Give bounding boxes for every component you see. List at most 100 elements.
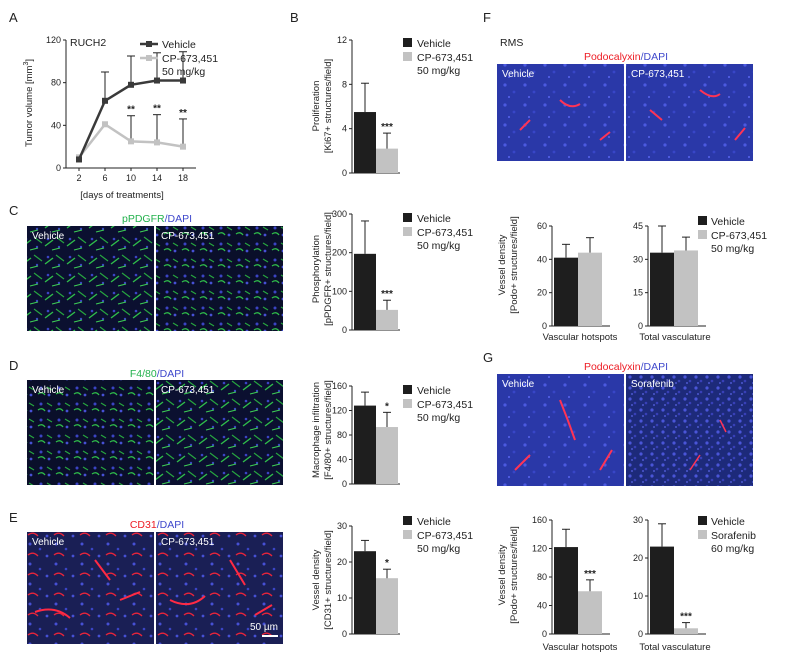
panel-f-image-treated-label: CP-673,451 xyxy=(631,69,685,80)
panel-g: Podocalyxin/DAPI Vehicle Sorafenib Vesse… xyxy=(497,361,756,653)
panel-b-bar-vehicle xyxy=(354,112,376,173)
panel-a-xtick: 6 xyxy=(102,173,107,183)
panel-c-significance: *** xyxy=(381,289,393,300)
panel-f-hotspots-bar-vehicle xyxy=(554,257,578,326)
panel-g-category-2: Total vasculature xyxy=(639,642,710,653)
panel-a-ytick: 80 xyxy=(51,78,61,88)
panel-f-category-1: Vascular hotspots xyxy=(543,332,618,343)
panel-c-legend-vehicle: Vehicle xyxy=(417,213,451,225)
panel-a-significance: ** xyxy=(153,104,161,115)
panel-a-point-vehicle xyxy=(102,97,108,104)
panel-c-ytick: 300 xyxy=(332,209,347,219)
panel-d-ylabel-2: [F4/80+ structures/field] xyxy=(323,380,334,480)
panel-g-stain: Podocalyxin/DAPI xyxy=(584,361,668,373)
panel-label-c: C xyxy=(9,203,18,218)
panel-a-ytick: 40 xyxy=(51,120,61,130)
panel-d-legend-vehicle: Vehicle xyxy=(417,385,451,397)
panel-f-ylabel-1: Vessel density xyxy=(497,234,508,295)
panel-a-legend-vehicle: Vehicle xyxy=(162,39,196,51)
panel-c-ytick: 200 xyxy=(332,248,347,258)
panel-f-image-treated xyxy=(626,64,753,161)
panel-e-image-treated-label: CP-673,451 xyxy=(161,537,215,548)
panel-b-ytick: 0 xyxy=(342,168,347,178)
panel-d-ytick: 80 xyxy=(337,430,347,440)
panel-a-point-vehicle xyxy=(154,77,160,84)
panel-a-legend: Vehicle CP-673,451 50 mg/kg xyxy=(140,39,218,78)
panel-g-total-bar-vehicle xyxy=(650,546,674,634)
panel-e-bar-vehicle xyxy=(354,551,376,634)
panel-f-image-vehicle xyxy=(497,64,624,161)
panel-e-bar-treated xyxy=(376,578,398,634)
panel-f-total-ytick: 0 xyxy=(638,321,643,331)
panel-f-legend-treated-dose: 50 mg/kg xyxy=(711,243,754,255)
panel-g-image-treated xyxy=(626,374,753,486)
panel-d-legend: Vehicle CP-673,451 50 mg/kg xyxy=(403,385,473,424)
panel-a-ytick: 120 xyxy=(46,35,61,45)
panel-label-d: D xyxy=(9,358,18,373)
panel-d-ylabel-1: Macrophage infiltration xyxy=(311,382,322,478)
panel-b-significance: *** xyxy=(381,122,393,133)
panel-label-b: B xyxy=(290,10,299,25)
panel-g-hotspots-significance: *** xyxy=(584,569,596,580)
panel-b-bar-treated xyxy=(376,148,398,173)
panel-b-legend-treated: CP-673,451 xyxy=(417,52,473,64)
panel-a-point-treated xyxy=(102,121,108,128)
panel-g-hotspots-ytick: 120 xyxy=(532,544,547,554)
panel-b-ytick: 4 xyxy=(342,124,347,134)
panel-a-point-treated xyxy=(128,138,134,145)
panel-f-legend: Vehicle CP-673,451 50 mg/kg xyxy=(698,216,767,255)
panel-g-ylabel-1: Vessel density xyxy=(497,544,508,605)
panel-f: RMS Podocalyxin/DAPI Vehicle CP-673,451 … xyxy=(497,37,767,343)
panel-d-ytick: 40 xyxy=(337,455,347,465)
panel-b-legend-treated-dose: 50 mg/kg xyxy=(417,65,460,77)
panel-d-ytick: 160 xyxy=(332,381,347,391)
panel-c-bar-treated xyxy=(376,309,398,330)
panel-g-total-bar-treated xyxy=(674,628,698,634)
panel-e-image-treated xyxy=(156,532,283,644)
panel-d-stain: F4/80/DAPI xyxy=(130,368,184,380)
panel-c-legend: Vehicle CP-673,451 50 mg/kg xyxy=(403,213,473,252)
panel-f-stain: Podocalyxin/DAPI xyxy=(584,51,668,63)
panel-f-hotspots-ytick: 20 xyxy=(537,288,547,298)
panel-f-legend-treated: CP-673,451 xyxy=(711,230,767,242)
panel-f-hotspots-ytick: 40 xyxy=(537,254,547,264)
panel-g-hotspots-ytick: 80 xyxy=(537,572,547,582)
panel-d-bar-vehicle xyxy=(354,405,376,484)
panel-f-total-bar-treated xyxy=(674,250,698,326)
panel-e-legend: Vehicle CP-673,451 50 mg/kg xyxy=(403,516,473,555)
panel-d-image-treated-label: CP-673,451 xyxy=(161,385,215,396)
panel-e-image-vehicle-label: Vehicle xyxy=(32,537,65,548)
panel-c-stain: pPDGFR/DAPI xyxy=(122,213,192,225)
panel-c-image-treated xyxy=(156,226,283,331)
panel-e-stain: CD31/DAPI xyxy=(130,519,184,531)
panel-g-total-ytick: 30 xyxy=(633,515,643,525)
panel-f-title: RMS xyxy=(500,37,523,49)
panel-label-a: A xyxy=(9,10,18,25)
panel-g-legend: Vehicle Sorafenib 60 mg/kg xyxy=(698,516,756,555)
panel-e-ytick: 10 xyxy=(337,593,347,603)
panel-g-legend-vehicle: Vehicle xyxy=(711,516,745,528)
panel-c-legend-treated: CP-673,451 xyxy=(417,227,473,239)
panel-a-ylabel: Tumor volume [mm3] xyxy=(23,59,35,147)
panel-d-legend-treated: CP-673,451 xyxy=(417,399,473,411)
panel-g-image-treated-label: Sorafenib xyxy=(631,379,674,390)
panel-e: CD31/DAPI Vehicle CP-673,451 50 µm Vesse… xyxy=(27,516,473,644)
panel-e-legend-vehicle: Vehicle xyxy=(417,516,451,528)
panel-a-ytick: 0 xyxy=(56,163,61,173)
panel-g-hotspots-bar-vehicle xyxy=(554,547,578,634)
panel-c-ytick: 100 xyxy=(332,286,347,296)
panel-g-total-significance: *** xyxy=(680,612,692,623)
panel-f-total-ytick: 30 xyxy=(633,254,643,264)
panel-f-hotspots-bar-treated xyxy=(578,252,602,326)
panel-e-scalebar-label: 50 µm xyxy=(250,622,278,633)
panel-e-ylabel-1: Vessel density xyxy=(311,549,322,610)
panel-d-image-treated xyxy=(156,380,283,485)
panel-g-hotspots-ytick: 40 xyxy=(537,601,547,611)
panel-e-legend-treated-dose: 50 mg/kg xyxy=(417,543,460,555)
panel-b-legend-vehicle: Vehicle xyxy=(417,38,451,50)
panel-g-legend-treated-dose: 60 mg/kg xyxy=(711,543,754,555)
panel-f-category-2: Total vasculature xyxy=(639,332,710,343)
panel-f-ylabel-2: [Podo+ structures/field] xyxy=(509,216,520,313)
panel-c: pPDGFR/DAPI Vehicle CP-673,451 Phosphory… xyxy=(27,209,473,335)
